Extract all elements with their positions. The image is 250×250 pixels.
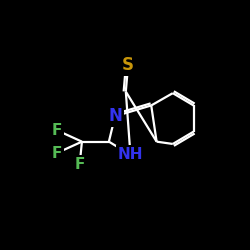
Text: S: S	[122, 56, 134, 74]
Text: N: N	[108, 107, 122, 125]
Text: F: F	[74, 157, 85, 172]
Text: NH: NH	[118, 147, 143, 162]
Text: F: F	[51, 122, 62, 138]
Text: F: F	[51, 146, 62, 161]
